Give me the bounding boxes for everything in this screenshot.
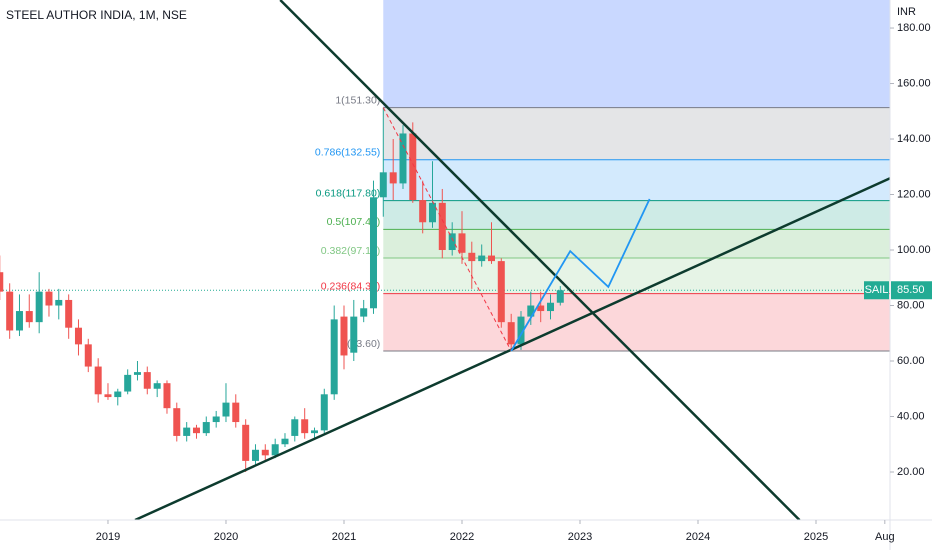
- fib-band: [383, 107, 890, 160]
- candle-body: [192, 427, 200, 434]
- candle-body: [350, 316, 358, 353]
- x-tick-label: Aug: [875, 531, 895, 543]
- chart-title: STEEL AUTHOR INDIA, 1M, NSE: [6, 8, 187, 22]
- x-tick-label: 2023: [568, 531, 592, 543]
- candle-body: [212, 416, 220, 423]
- candle-body: [419, 200, 427, 223]
- y-tick-label: 20.00: [897, 466, 925, 478]
- candle-body: [399, 133, 407, 184]
- price-label: 85.50: [897, 284, 925, 296]
- candle-body: [55, 299, 63, 306]
- candle-body: [6, 291, 14, 331]
- fib-band: [383, 0, 890, 108]
- candle-body: [173, 408, 181, 436]
- candle-body: [232, 402, 240, 423]
- candle-body: [133, 372, 141, 375]
- x-tick-label: 2020: [214, 531, 238, 543]
- fib-label: 1(151.30): [335, 94, 380, 106]
- candle-body: [487, 255, 495, 262]
- plot-area: 1(151.30) 0.786(132.55) 0.618(117.80) 0.5(1…: [0, 0, 890, 520]
- candle-body: [0, 272, 4, 292]
- candle-body: [310, 430, 318, 434]
- candle-body: [517, 316, 525, 345]
- candle-body: [301, 419, 309, 434]
- candle-body: [45, 291, 53, 306]
- y-tick-label: 100.00: [897, 244, 931, 256]
- candle-body: [202, 422, 210, 434]
- candle-body: [468, 252, 476, 262]
- y-tick-label: 120.00: [897, 188, 931, 200]
- trend-line: [510, 198, 651, 352]
- symbol-label: SAIL: [865, 284, 889, 296]
- y-tick-label: 160.00: [897, 77, 931, 89]
- candle-body: [379, 172, 387, 198]
- candle-body: [507, 322, 515, 345]
- candle-body: [143, 372, 151, 389]
- candle-body: [556, 290, 564, 303]
- candle-body: [261, 449, 269, 456]
- candle-body: [537, 305, 545, 312]
- trend-line: [382, 107, 512, 352]
- candle-body: [281, 438, 289, 445]
- candle-body: [527, 305, 535, 317]
- candle-body: [291, 419, 299, 436]
- candle-body: [153, 383, 161, 389]
- x-tick-label: 2021: [332, 531, 356, 543]
- candle-body: [84, 344, 92, 367]
- fib-label: 0.618(117.80): [316, 187, 381, 199]
- x-tick-label: 2025: [804, 531, 828, 543]
- candle-body: [163, 383, 171, 409]
- candle-body: [15, 311, 23, 331]
- y-tick-label: 40.00: [897, 410, 925, 422]
- candle-body: [448, 233, 456, 251]
- candle-body: [458, 233, 466, 253]
- candle-body: [369, 197, 377, 309]
- fib-label: 0.236(84.30): [321, 280, 381, 292]
- y-tick-label: 140.00: [897, 133, 931, 145]
- candle-body: [271, 444, 279, 456]
- y-tick-label: 60.00: [897, 355, 925, 367]
- candle-body: [478, 255, 486, 262]
- fib-band: [383, 258, 890, 294]
- candle-body: [320, 394, 328, 431]
- candle-body: [389, 172, 397, 184]
- candle-body: [104, 394, 112, 398]
- candle-body: [340, 316, 348, 356]
- symbol-box: [864, 281, 889, 300]
- price-box: [891, 281, 932, 300]
- candle-body: [242, 424, 250, 461]
- candle-body: [428, 202, 436, 223]
- fib-band: [383, 159, 890, 201]
- fib-band: [383, 293, 890, 352]
- candle-body: [409, 133, 417, 201]
- fib-band: [383, 229, 890, 259]
- x-tick-label: 2022: [450, 531, 474, 543]
- fib-label: 0.382(97.10): [321, 245, 381, 257]
- candle-body: [183, 427, 191, 436]
- candle-body: [94, 366, 102, 395]
- candle-body: [438, 202, 446, 251]
- candle-body: [251, 449, 259, 461]
- candle-body: [35, 291, 43, 323]
- candle-body: [497, 261, 505, 323]
- candle-body: [330, 319, 338, 395]
- x-tick-label: 2024: [686, 531, 710, 543]
- candle-body: [25, 311, 33, 323]
- trend-line: [279, 0, 801, 520]
- candle-body: [65, 299, 73, 328]
- candle-body: [114, 391, 122, 398]
- candle-body: [74, 327, 82, 345]
- y-tick-label: 180.00: [897, 22, 931, 34]
- x-tick-label: 2019: [96, 531, 120, 543]
- candle-body: [360, 308, 368, 317]
- candle-body: [546, 302, 554, 312]
- candle-body: [222, 402, 230, 417]
- y-tick-label: 80.00: [897, 299, 925, 311]
- fib-label: 0.786(132.55): [315, 146, 380, 158]
- axis-unit: INR: [897, 6, 916, 18]
- candle-body: [124, 374, 132, 392]
- fib-label: 0.5(107.45): [327, 216, 381, 228]
